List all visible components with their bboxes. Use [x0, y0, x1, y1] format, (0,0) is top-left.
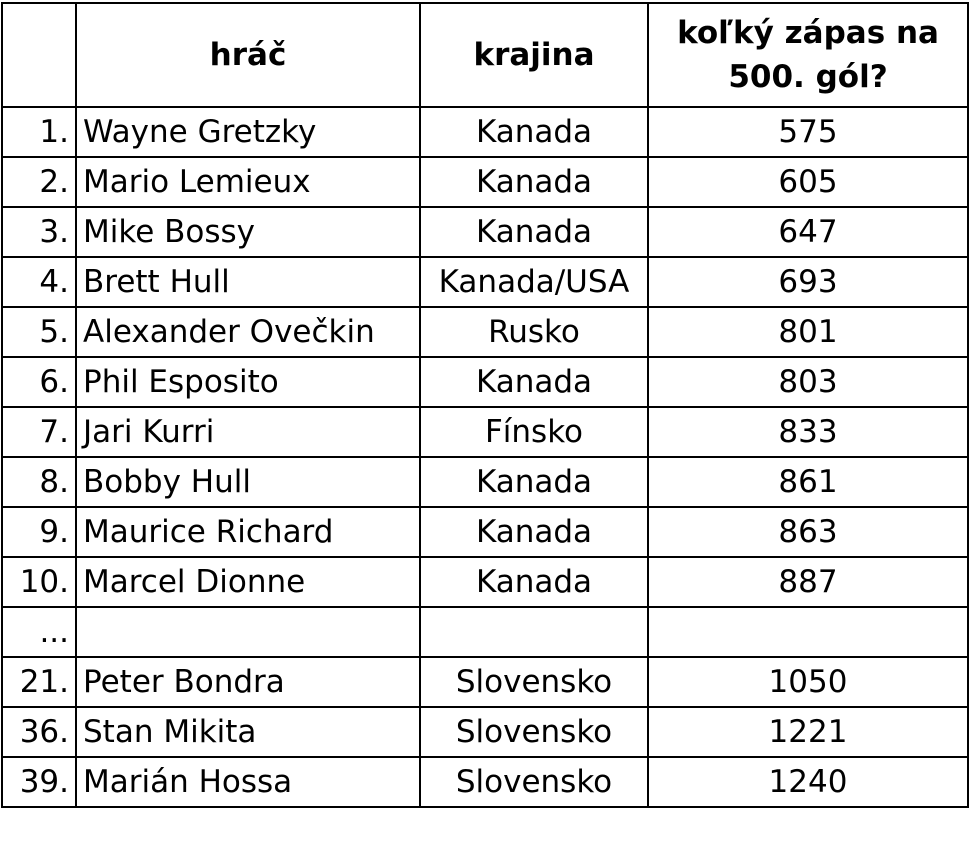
player-cell: Wayne Gretzky	[75, 106, 421, 158]
rank-cell: 2.	[1, 156, 77, 208]
table-row: 6. Phil Esposito Kanada 803	[1, 356, 969, 408]
player-cell: Mike Bossy	[75, 206, 421, 258]
country-cell: Kanada	[419, 506, 649, 558]
games-cell: 803	[647, 356, 969, 408]
table-row: 8. Bobby Hull Kanada 861	[1, 456, 969, 508]
games-cell: 887	[647, 556, 969, 608]
rank-cell: 9.	[1, 506, 77, 558]
country-cell: Kanada	[419, 106, 649, 158]
country-cell: Rusko	[419, 306, 649, 358]
player-cell: Brett Hull	[75, 256, 421, 308]
country-cell: Kanada	[419, 206, 649, 258]
rank-cell: 3.	[1, 206, 77, 258]
player-cell: Maurice Richard	[75, 506, 421, 558]
player-cell	[75, 606, 421, 658]
header-games-line2: 500. gól?	[728, 59, 888, 95]
header-games: koľký zápas na 500. gól?	[647, 2, 969, 108]
games-cell: 801	[647, 306, 969, 358]
rank-cell: 10.	[1, 556, 77, 608]
country-cell: Kanada	[419, 456, 649, 508]
rank-cell: 39.	[1, 756, 77, 808]
country-cell: Fínsko	[419, 406, 649, 458]
header-row: hráč krajina koľký zápas na 500. gól?	[1, 2, 969, 108]
table-row: 4. Brett Hull Kanada/USA 693	[1, 256, 969, 308]
player-cell: Mario Lemieux	[75, 156, 421, 208]
header-games-line1: koľký zápas na	[677, 15, 939, 51]
table-row: 1. Wayne Gretzky Kanada 575	[1, 106, 969, 158]
table-row: 10. Marcel Dionne Kanada 887	[1, 556, 969, 608]
country-cell	[419, 606, 649, 658]
country-cell: Kanada	[419, 156, 649, 208]
games-cell: 863	[647, 506, 969, 558]
player-cell: Bobby Hull	[75, 456, 421, 508]
header-player: hráč	[75, 2, 421, 108]
rank-cell: 4.	[1, 256, 77, 308]
player-cell: Stan Mikita	[75, 706, 421, 758]
games-cell: 1050	[647, 656, 969, 708]
country-cell: Kanada	[419, 356, 649, 408]
country-cell: Slovensko	[419, 756, 649, 808]
rank-cell: 21.	[1, 656, 77, 708]
games-cell: 1240	[647, 756, 969, 808]
player-cell: Peter Bondra	[75, 656, 421, 708]
games-cell: 861	[647, 456, 969, 508]
rank-cell: 7.	[1, 406, 77, 458]
table-row: 2. Mario Lemieux Kanada 605	[1, 156, 969, 208]
games-cell: 575	[647, 106, 969, 158]
header-country: krajina	[419, 2, 649, 108]
rank-cell: 1.	[1, 106, 77, 158]
games-cell: 647	[647, 206, 969, 258]
table-row: 9. Maurice Richard Kanada 863	[1, 506, 969, 558]
country-cell: Kanada/USA	[419, 256, 649, 308]
table-row: ...	[1, 606, 969, 658]
header-rank	[1, 2, 77, 108]
games-cell	[647, 606, 969, 658]
player-cell: Marián Hossa	[75, 756, 421, 808]
table-row: 21. Peter Bondra Slovensko 1050	[1, 656, 969, 708]
rank-cell: 5.	[1, 306, 77, 358]
rank-cell: 8.	[1, 456, 77, 508]
table-row: 7. Jari Kurri Fínsko 833	[1, 406, 969, 458]
player-cell: Jari Kurri	[75, 406, 421, 458]
country-cell: Slovensko	[419, 706, 649, 758]
games-cell: 693	[647, 256, 969, 308]
table-row: 5. Alexander Ovečkin Rusko 801	[1, 306, 969, 358]
table-body: 1. Wayne Gretzky Kanada 575 2. Mario Lemieux K…	[1, 106, 969, 808]
player-cell: Phil Esposito	[75, 356, 421, 408]
rank-cell: 36.	[1, 706, 77, 758]
player-cell: Marcel Dionne	[75, 556, 421, 608]
rank-cell: 6.	[1, 356, 77, 408]
country-cell: Kanada	[419, 556, 649, 608]
games-cell: 833	[647, 406, 969, 458]
table-row: 36. Stan Mikita Slovensko 1221	[1, 706, 969, 758]
games-cell: 1221	[647, 706, 969, 758]
country-cell: Slovensko	[419, 656, 649, 708]
player-cell: Alexander Ovečkin	[75, 306, 421, 358]
table-row: 3. Mike Bossy Kanada 647	[1, 206, 969, 258]
players-table: hráč krajina koľký zápas na 500. gól? 1.…	[1, 2, 969, 808]
rank-cell: ...	[1, 606, 77, 658]
games-cell: 605	[647, 156, 969, 208]
table-row: 39. Marián Hossa Slovensko 1240	[1, 756, 969, 808]
